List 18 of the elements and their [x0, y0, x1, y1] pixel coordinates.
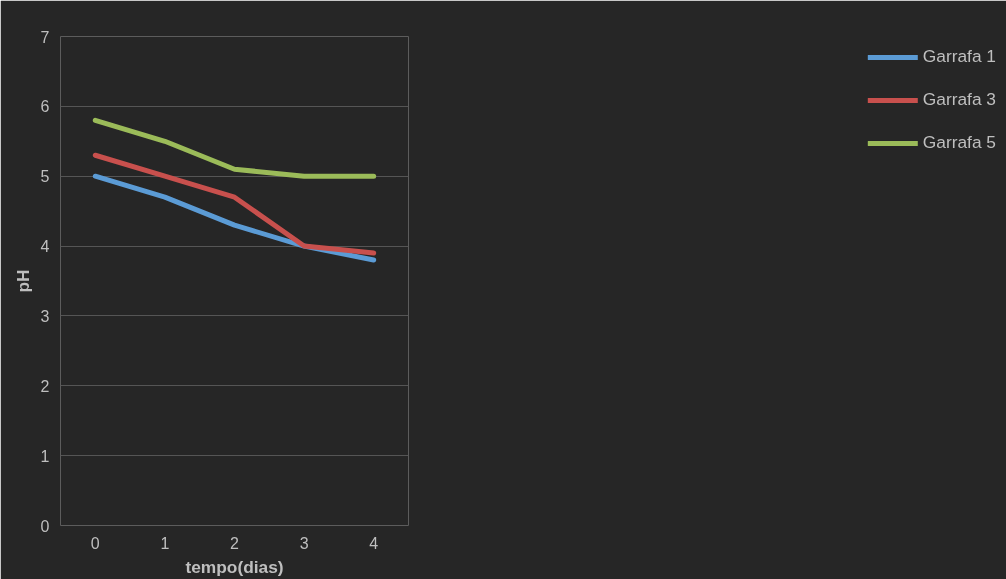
y-tick-label: 4: [40, 238, 50, 256]
x-axis-title: tempo(dias): [185, 556, 284, 577]
y-tick-label: 7: [40, 28, 50, 46]
y-tick-label: 0: [40, 517, 50, 535]
y-tick-label: 6: [40, 98, 50, 116]
y-tick-label: 3: [40, 307, 50, 325]
x-tick-label: 3: [299, 534, 309, 552]
y-tick-label: 1: [40, 447, 50, 465]
y-tick-label: 5: [40, 168, 50, 186]
legend-label: Garrafa 3: [922, 89, 996, 110]
x-tick-label: 2: [230, 534, 240, 552]
x-tick-label: 0: [90, 534, 100, 552]
y-axis-title: pH: [12, 269, 33, 293]
x-tick-label: 1: [160, 534, 170, 552]
legend-label: Garrafa 5: [922, 132, 996, 153]
x-tick-label: 4: [369, 534, 379, 552]
y-tick-label: 2: [40, 377, 50, 395]
legend-label: Garrafa 1: [922, 46, 996, 67]
